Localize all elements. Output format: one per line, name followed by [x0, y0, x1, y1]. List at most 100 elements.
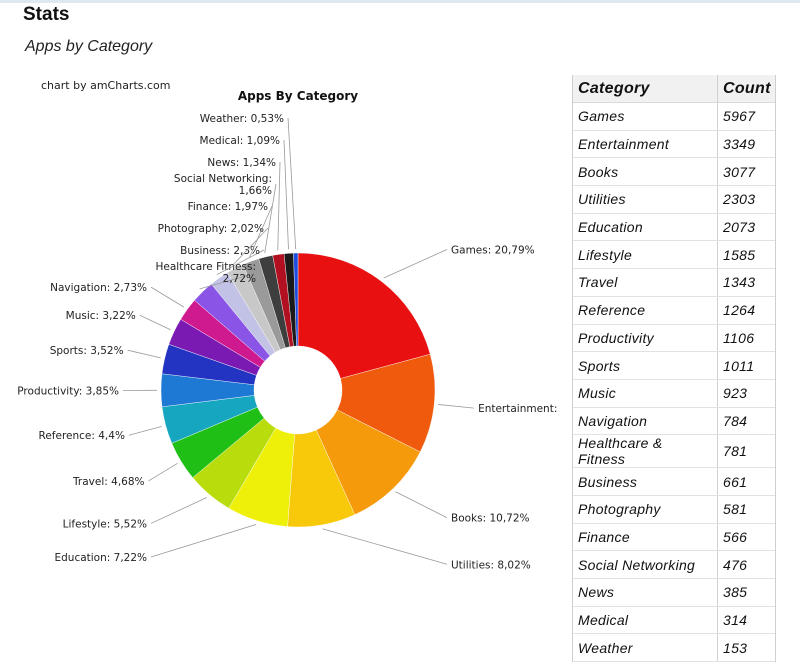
category-cell: Utilities: [573, 186, 718, 214]
count-cell: 1106: [718, 324, 776, 352]
category-cell: Education: [573, 213, 718, 241]
header-count: Count: [718, 75, 776, 103]
count-cell: 1264: [718, 296, 776, 324]
label-leader-line: [396, 492, 447, 518]
label-leader-line: [278, 162, 280, 250]
count-cell: 1011: [718, 352, 776, 380]
label-leader-line: [323, 529, 447, 564]
category-cell: Social Networking: [573, 551, 718, 579]
page-subtitle: Apps by Category: [25, 38, 152, 56]
slice-label: Social Networking:1,66%: [174, 173, 272, 197]
count-cell: 1585: [718, 241, 776, 269]
slice-label: Music: 3,22%: [66, 310, 136, 322]
category-cell: Healthcare & Fitness: [573, 435, 718, 468]
category-cell: Weather: [573, 634, 718, 662]
chart-title: Apps By Category: [238, 89, 358, 103]
count-cell: 153: [718, 634, 776, 662]
slice-label: Utilities: 8,02%: [451, 559, 531, 570]
slice-label: Entertainment: 11,6: [478, 403, 560, 415]
category-cell: Entertainment: [573, 130, 718, 158]
header-category: Category: [573, 75, 718, 103]
label-leader-line: [149, 463, 178, 481]
category-cell: Music: [573, 379, 718, 407]
category-cell: News: [573, 579, 718, 607]
count-cell: 661: [718, 468, 776, 496]
label-leader-line: [129, 426, 162, 435]
count-cell: 581: [718, 495, 776, 523]
label-leader-line: [151, 498, 207, 524]
category-cell: Games: [573, 103, 718, 131]
slice-label: Travel: 4,68%: [72, 476, 144, 488]
slice-label: Lifestyle: 5,52%: [63, 518, 147, 530]
count-cell: 784: [718, 407, 776, 435]
category-cell: Sports: [573, 352, 718, 380]
count-cell: 3349: [718, 130, 776, 158]
count-cell: 1343: [718, 269, 776, 297]
slice-label: Medical: 1,09%: [200, 135, 280, 147]
label-leader-line: [140, 315, 171, 330]
top-border: [0, 0, 800, 3]
count-cell: 5967: [718, 103, 776, 131]
label-leader-line: [128, 350, 161, 358]
slice-label: Navigation: 2,73%: [50, 282, 147, 294]
slice-label: Productivity: 3,85%: [17, 385, 119, 397]
label-leader-line: [288, 118, 296, 249]
count-cell: 781: [718, 435, 776, 468]
slice-label: Photography: 2,02%: [158, 223, 264, 235]
count-cell: 476: [718, 551, 776, 579]
slice-label: Weather: 0,53%: [200, 113, 284, 125]
slice-label: Finance: 1,97%: [188, 201, 268, 213]
slice-label: News: 1,34%: [207, 157, 276, 169]
category-cell: Reference: [573, 296, 718, 324]
count-cell: 3077: [718, 158, 776, 186]
label-leader-line: [151, 287, 184, 307]
count-cell: 385: [718, 579, 776, 607]
category-cell: Productivity: [573, 324, 718, 352]
slice-label: Books: 10,72%: [451, 513, 530, 525]
donut-chart: Apps By Category Games: 20,79% Entertainm…: [0, 70, 560, 570]
page-title: Stats: [23, 4, 69, 26]
category-cell: Lifestyle: [573, 241, 718, 269]
label-leader-line: [284, 140, 288, 249]
table-header-row: Category Count: [573, 75, 775, 103]
count-cell: 314: [718, 606, 776, 634]
count-cell: 2073: [718, 213, 776, 241]
category-cell: Photography: [573, 495, 718, 523]
slice-label: Sports: 3,52%: [50, 345, 124, 357]
category-cell: Books: [573, 158, 718, 186]
category-cell: Finance: [573, 523, 718, 551]
category-cell: Travel: [573, 269, 718, 297]
count-cell: 923: [718, 379, 776, 407]
slice-label: Business: 2,3%: [180, 245, 260, 257]
category-cell: Business: [573, 468, 718, 496]
slice-label: Healthcare Fitness:2,72%: [156, 261, 257, 285]
label-leader-line: [384, 249, 447, 278]
slice-label: Games: 20,79%: [451, 244, 535, 256]
slice-label: Education: 7,22%: [54, 552, 147, 564]
category-cell: Navigation: [573, 407, 718, 435]
label-leader-line: [438, 404, 474, 408]
count-cell: 2303: [718, 186, 776, 214]
slice-label: Reference: 4,4%: [39, 430, 125, 442]
label-leader-line: [151, 525, 256, 557]
